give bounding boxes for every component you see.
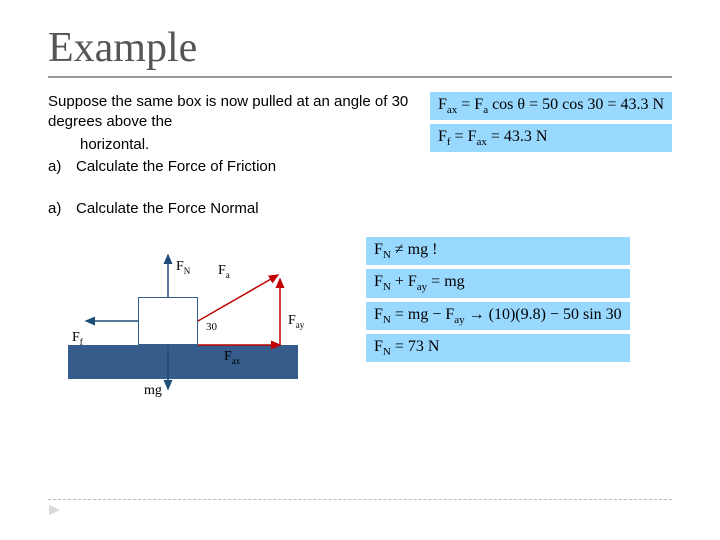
eq-a2: Ff = Fax = 43.3 N <box>430 124 672 152</box>
part-b-marker: a) <box>48 199 76 219</box>
slide-title: Example <box>48 24 672 72</box>
eq-b3: FN = mg − Fay → (10)(9.8) − 50 sin 30 <box>366 302 630 330</box>
equations-a: Fax = Fa cos θ = 50 cos 30 = 43.3 N Ff =… <box>430 92 672 152</box>
label-mg: mg <box>144 383 162 399</box>
intro-line-1: Suppose the same box is now pulled at an… <box>48 92 420 133</box>
label-fax: Fax <box>224 349 240 366</box>
eq-b2: FN + Fay = mg <box>366 269 630 297</box>
label-angle: 30 <box>206 321 217 333</box>
part-a-marker: a) <box>48 157 76 177</box>
equations-b: FN ≠ mg ! FN + Fay = mg FN = mg − Fay → … <box>366 237 630 362</box>
eq-b4: FN = 73 N <box>366 334 630 362</box>
part-a-text: Calculate the Force of Friction <box>76 157 276 177</box>
eq-b1: FN ≠ mg ! <box>366 237 630 265</box>
eq-a1: Fax = Fa cos θ = 50 cos 30 = 43.3 N <box>430 92 672 120</box>
label-fn: FN <box>176 259 190 276</box>
label-fa: Fa <box>218 263 230 280</box>
free-body-diagram: FN Fa Ff 30 Fax Fay mg <box>48 237 358 427</box>
diagram-arrows <box>48 237 358 427</box>
label-ff: Ff <box>72 330 83 347</box>
part-b-text: Calculate the Force Normal <box>76 199 259 219</box>
title-underline <box>48 76 672 78</box>
label-fay: Fay <box>288 313 304 330</box>
footer-arrow-icon <box>48 504 64 516</box>
intro-line-2: horizontal. <box>48 135 420 155</box>
footer-divider <box>48 499 672 500</box>
